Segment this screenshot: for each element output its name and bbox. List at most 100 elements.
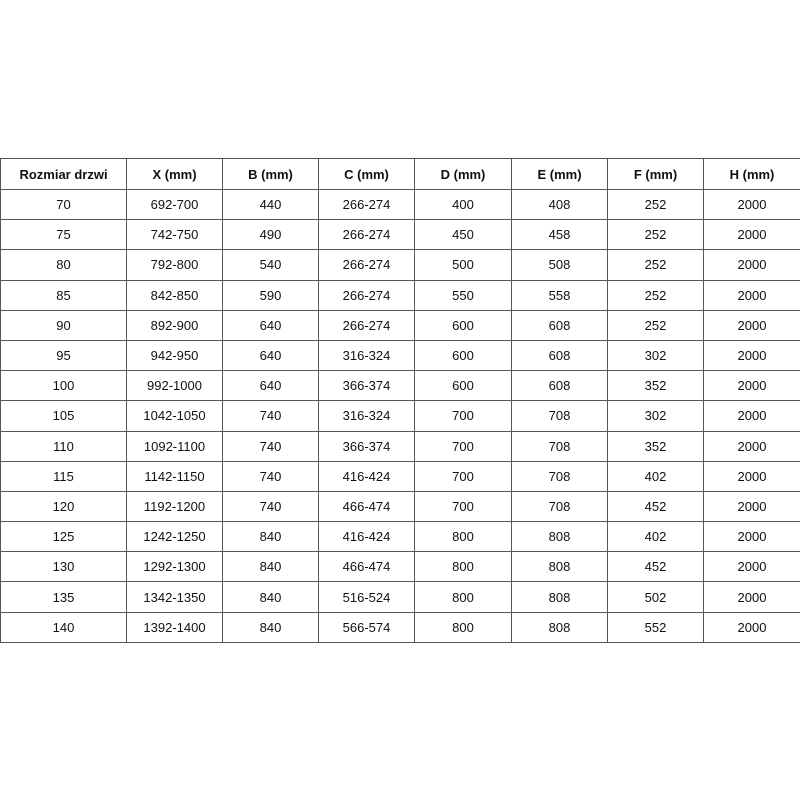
table-cell: 2000 [703, 279, 800, 311]
column-header: E (mm) [511, 158, 608, 190]
table-cell: 252 [607, 279, 704, 311]
table-cell: 75 [0, 219, 127, 251]
door-size-table: Rozmiar drzwi X (mm) B (mm) C (mm) D (mm) E (… [0, 158, 800, 643]
table-cell: 590 [222, 279, 319, 311]
table-cell: 2000 [703, 460, 800, 492]
table-cell: 2000 [703, 370, 800, 402]
table-cell: 840 [222, 581, 319, 613]
column-header: F (mm) [607, 158, 704, 190]
header-row: Rozmiar drzwi X (mm) B (mm) C (mm) D (mm) E (… [0, 158, 800, 190]
table-cell: 130 [0, 551, 127, 583]
table-cell: 640 [222, 309, 319, 341]
table-cell: 85 [0, 279, 127, 311]
table-cell: 400 [414, 188, 512, 221]
table-cell: 2000 [703, 219, 800, 251]
column-header: H (mm) [703, 158, 800, 190]
table-cell: 566-574 [318, 611, 415, 643]
table-cell: 266-274 [318, 188, 415, 221]
table-cell: 366-374 [318, 430, 415, 462]
table-cell: 352 [607, 370, 704, 402]
table-cell: 540 [222, 249, 319, 281]
table-row: 130 1292-1300 840 466-474 800 808 452 2000 [0, 551, 800, 583]
table-cell: 408 [511, 188, 608, 221]
table-cell: 316-324 [318, 400, 415, 432]
table-cell: 252 [607, 309, 704, 341]
table-cell: 105 [0, 400, 127, 432]
table-cell: 302 [607, 339, 704, 372]
table-cell: 1192-1200 [126, 490, 223, 523]
table-cell: 450 [414, 219, 512, 251]
table-cell: 252 [607, 219, 704, 251]
table-cell: 1242-1250 [126, 521, 223, 553]
table-cell: 252 [607, 249, 704, 281]
table-cell: 1342-1350 [126, 581, 223, 613]
table-cell: 266-274 [318, 309, 415, 341]
table-cell: 2000 [703, 551, 800, 583]
table-cell: 252 [607, 188, 704, 221]
table-cell: 800 [414, 581, 512, 613]
table-cell: 800 [414, 521, 512, 553]
table-cell: 740 [222, 460, 319, 492]
table-cell: 500 [414, 249, 512, 281]
table-cell: 416-424 [318, 521, 415, 553]
table-row: 70 692-700 440 266-274 400 408 252 2000 [0, 188, 800, 221]
table-cell: 1042-1050 [126, 400, 223, 432]
table-cell: 840 [222, 551, 319, 583]
table-cell: 608 [511, 370, 608, 402]
table-cell: 892-900 [126, 309, 223, 341]
table-cell: 600 [414, 309, 512, 341]
table-cell: 840 [222, 521, 319, 553]
table-cell: 692-700 [126, 188, 223, 221]
table-cell: 1142-1150 [126, 460, 223, 492]
table-cell: 740 [222, 400, 319, 432]
table-cell: 600 [414, 370, 512, 402]
table-cell: 2000 [703, 490, 800, 523]
table-cell: 2000 [703, 611, 800, 643]
table-cell: 508 [511, 249, 608, 281]
table-cell: 2000 [703, 339, 800, 372]
table-cell: 800 [414, 551, 512, 583]
table-cell: 2000 [703, 521, 800, 553]
column-header: B (mm) [222, 158, 319, 190]
table-cell: 800 [414, 611, 512, 643]
table-row: 125 1242-1250 840 416-424 800 808 402 2000 [0, 521, 800, 553]
table-cell: 1092-1100 [126, 430, 223, 462]
table-cell: 808 [511, 551, 608, 583]
table-cell: 100 [0, 370, 127, 402]
table-cell: 135 [0, 581, 127, 613]
table-cell: 402 [607, 460, 704, 492]
table-cell: 95 [0, 339, 127, 372]
column-header: X (mm) [126, 158, 223, 190]
table-cell: 266-274 [318, 279, 415, 311]
table-cell: 992-1000 [126, 370, 223, 402]
table-cell: 458 [511, 219, 608, 251]
table-cell: 125 [0, 521, 127, 553]
table-cell: 302 [607, 400, 704, 432]
table-cell: 1292-1300 [126, 551, 223, 583]
table-cell: 700 [414, 400, 512, 432]
table-cell: 120 [0, 490, 127, 523]
table-row: 80 792-800 540 266-274 500 508 252 2000 [0, 249, 800, 281]
table-cell: 792-800 [126, 249, 223, 281]
table-cell: 550 [414, 279, 512, 311]
column-header: C (mm) [318, 158, 415, 190]
table-cell: 552 [607, 611, 704, 643]
table-cell: 708 [511, 460, 608, 492]
table-cell: 466-474 [318, 551, 415, 583]
table-row: 135 1342-1350 840 516-524 800 808 502 2000 [0, 581, 800, 613]
table-cell: 808 [511, 611, 608, 643]
table-row: 115 1142-1150 740 416-424 700 708 402 2000 [0, 460, 800, 492]
table-cell: 366-374 [318, 370, 415, 402]
table-cell: 608 [511, 339, 608, 372]
table-row: 110 1092-1100 740 366-374 700 708 352 2000 [0, 430, 800, 462]
table-cell: 942-950 [126, 339, 223, 372]
table-cell: 708 [511, 490, 608, 523]
table-cell: 452 [607, 490, 704, 523]
table-cell: 840 [222, 611, 319, 643]
table-cell: 740 [222, 430, 319, 462]
table-cell: 2000 [703, 309, 800, 341]
table-cell: 808 [511, 581, 608, 613]
table-cell: 352 [607, 430, 704, 462]
table-cell: 502 [607, 581, 704, 613]
table-cell: 708 [511, 400, 608, 432]
